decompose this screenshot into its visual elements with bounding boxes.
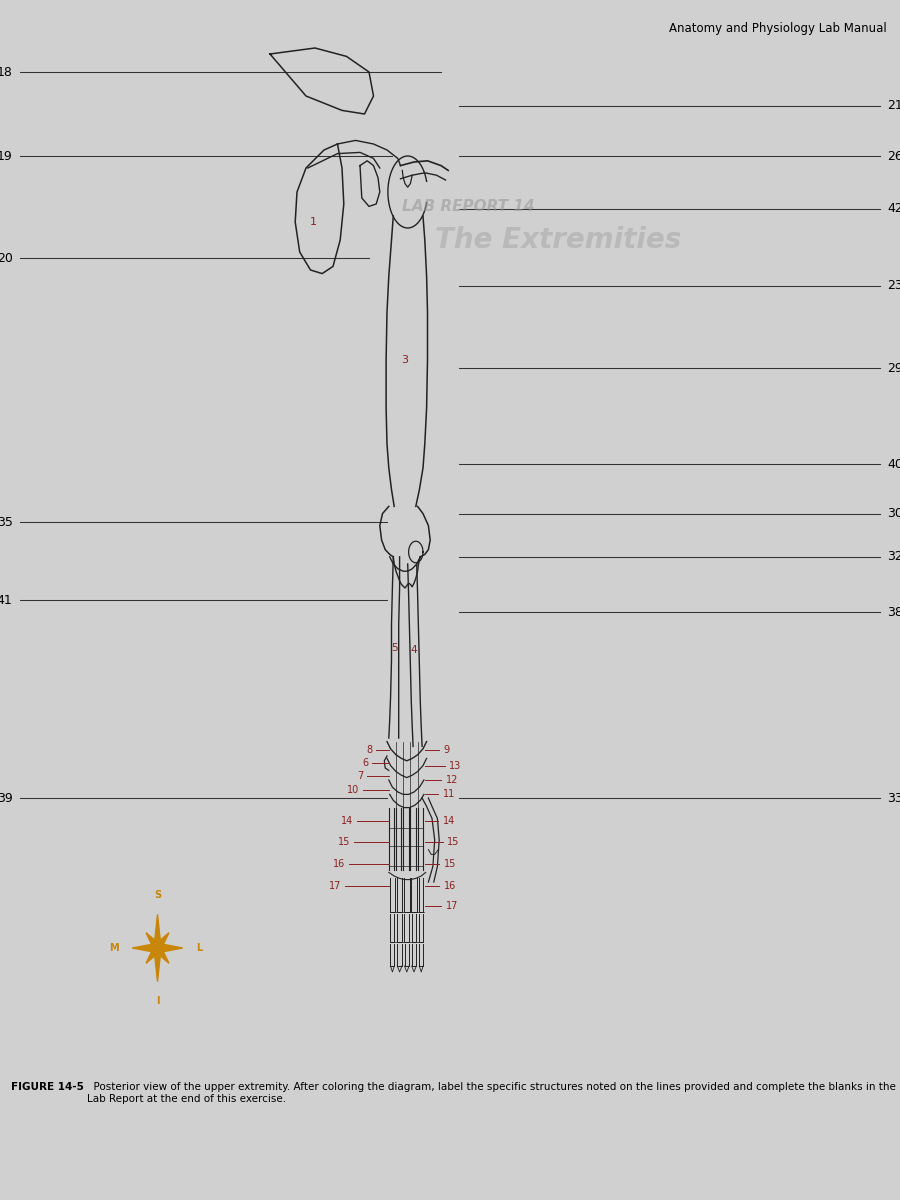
Text: 20: 20	[0, 252, 13, 264]
Text: 15: 15	[444, 859, 456, 869]
Polygon shape	[146, 944, 160, 964]
Text: 32: 32	[887, 551, 900, 563]
Text: 11: 11	[443, 790, 455, 799]
Text: 23: 23	[887, 280, 900, 292]
Text: 13: 13	[449, 761, 462, 770]
Text: 10: 10	[346, 785, 359, 794]
Polygon shape	[158, 943, 183, 953]
Text: 15: 15	[338, 838, 350, 847]
Text: Posterior view of the upper extremity. After coloring the diagram, label the spe: Posterior view of the upper extremity. A…	[87, 1082, 896, 1104]
Polygon shape	[146, 932, 160, 952]
Text: L: L	[196, 943, 202, 953]
Text: Anatomy and Physiology Lab Manual: Anatomy and Physiology Lab Manual	[669, 22, 886, 35]
Text: 15: 15	[447, 838, 460, 847]
Text: I: I	[156, 996, 159, 1006]
Text: 17: 17	[446, 901, 458, 911]
Text: 6: 6	[362, 758, 368, 768]
Text: 29: 29	[887, 362, 900, 374]
Text: 3: 3	[401, 355, 409, 365]
Polygon shape	[154, 914, 161, 948]
Text: The Extremities: The Extremities	[435, 226, 681, 254]
Text: 30: 30	[887, 508, 900, 520]
Text: 14: 14	[443, 816, 455, 826]
Text: 14: 14	[341, 816, 354, 826]
Text: 19: 19	[0, 150, 13, 162]
Text: 1: 1	[310, 217, 317, 227]
Circle shape	[151, 940, 164, 956]
Text: 35: 35	[0, 516, 13, 528]
Text: 18: 18	[0, 66, 13, 78]
Polygon shape	[154, 948, 161, 982]
Text: 4: 4	[410, 646, 418, 655]
Text: 26: 26	[887, 150, 900, 162]
Text: M: M	[109, 943, 119, 953]
Text: 21: 21	[887, 100, 900, 112]
Text: LAB REPORT 14: LAB REPORT 14	[401, 199, 535, 214]
Text: FIGURE 14-5: FIGURE 14-5	[11, 1082, 84, 1092]
Text: 39: 39	[0, 792, 13, 804]
Text: 16: 16	[444, 881, 456, 890]
Text: 40: 40	[887, 458, 900, 470]
Text: 16: 16	[333, 859, 346, 869]
Text: 8: 8	[366, 745, 373, 755]
Text: 42: 42	[887, 203, 900, 215]
Text: S: S	[154, 890, 161, 900]
Polygon shape	[155, 932, 169, 952]
Polygon shape	[155, 944, 169, 964]
Text: 12: 12	[446, 775, 458, 785]
Text: 17: 17	[328, 881, 341, 890]
Text: 38: 38	[887, 606, 900, 618]
Text: 5: 5	[391, 643, 398, 653]
Polygon shape	[132, 943, 157, 953]
Text: 41: 41	[0, 594, 13, 606]
Text: 7: 7	[357, 772, 364, 781]
Text: 9: 9	[444, 745, 450, 755]
Text: 33: 33	[887, 792, 900, 804]
